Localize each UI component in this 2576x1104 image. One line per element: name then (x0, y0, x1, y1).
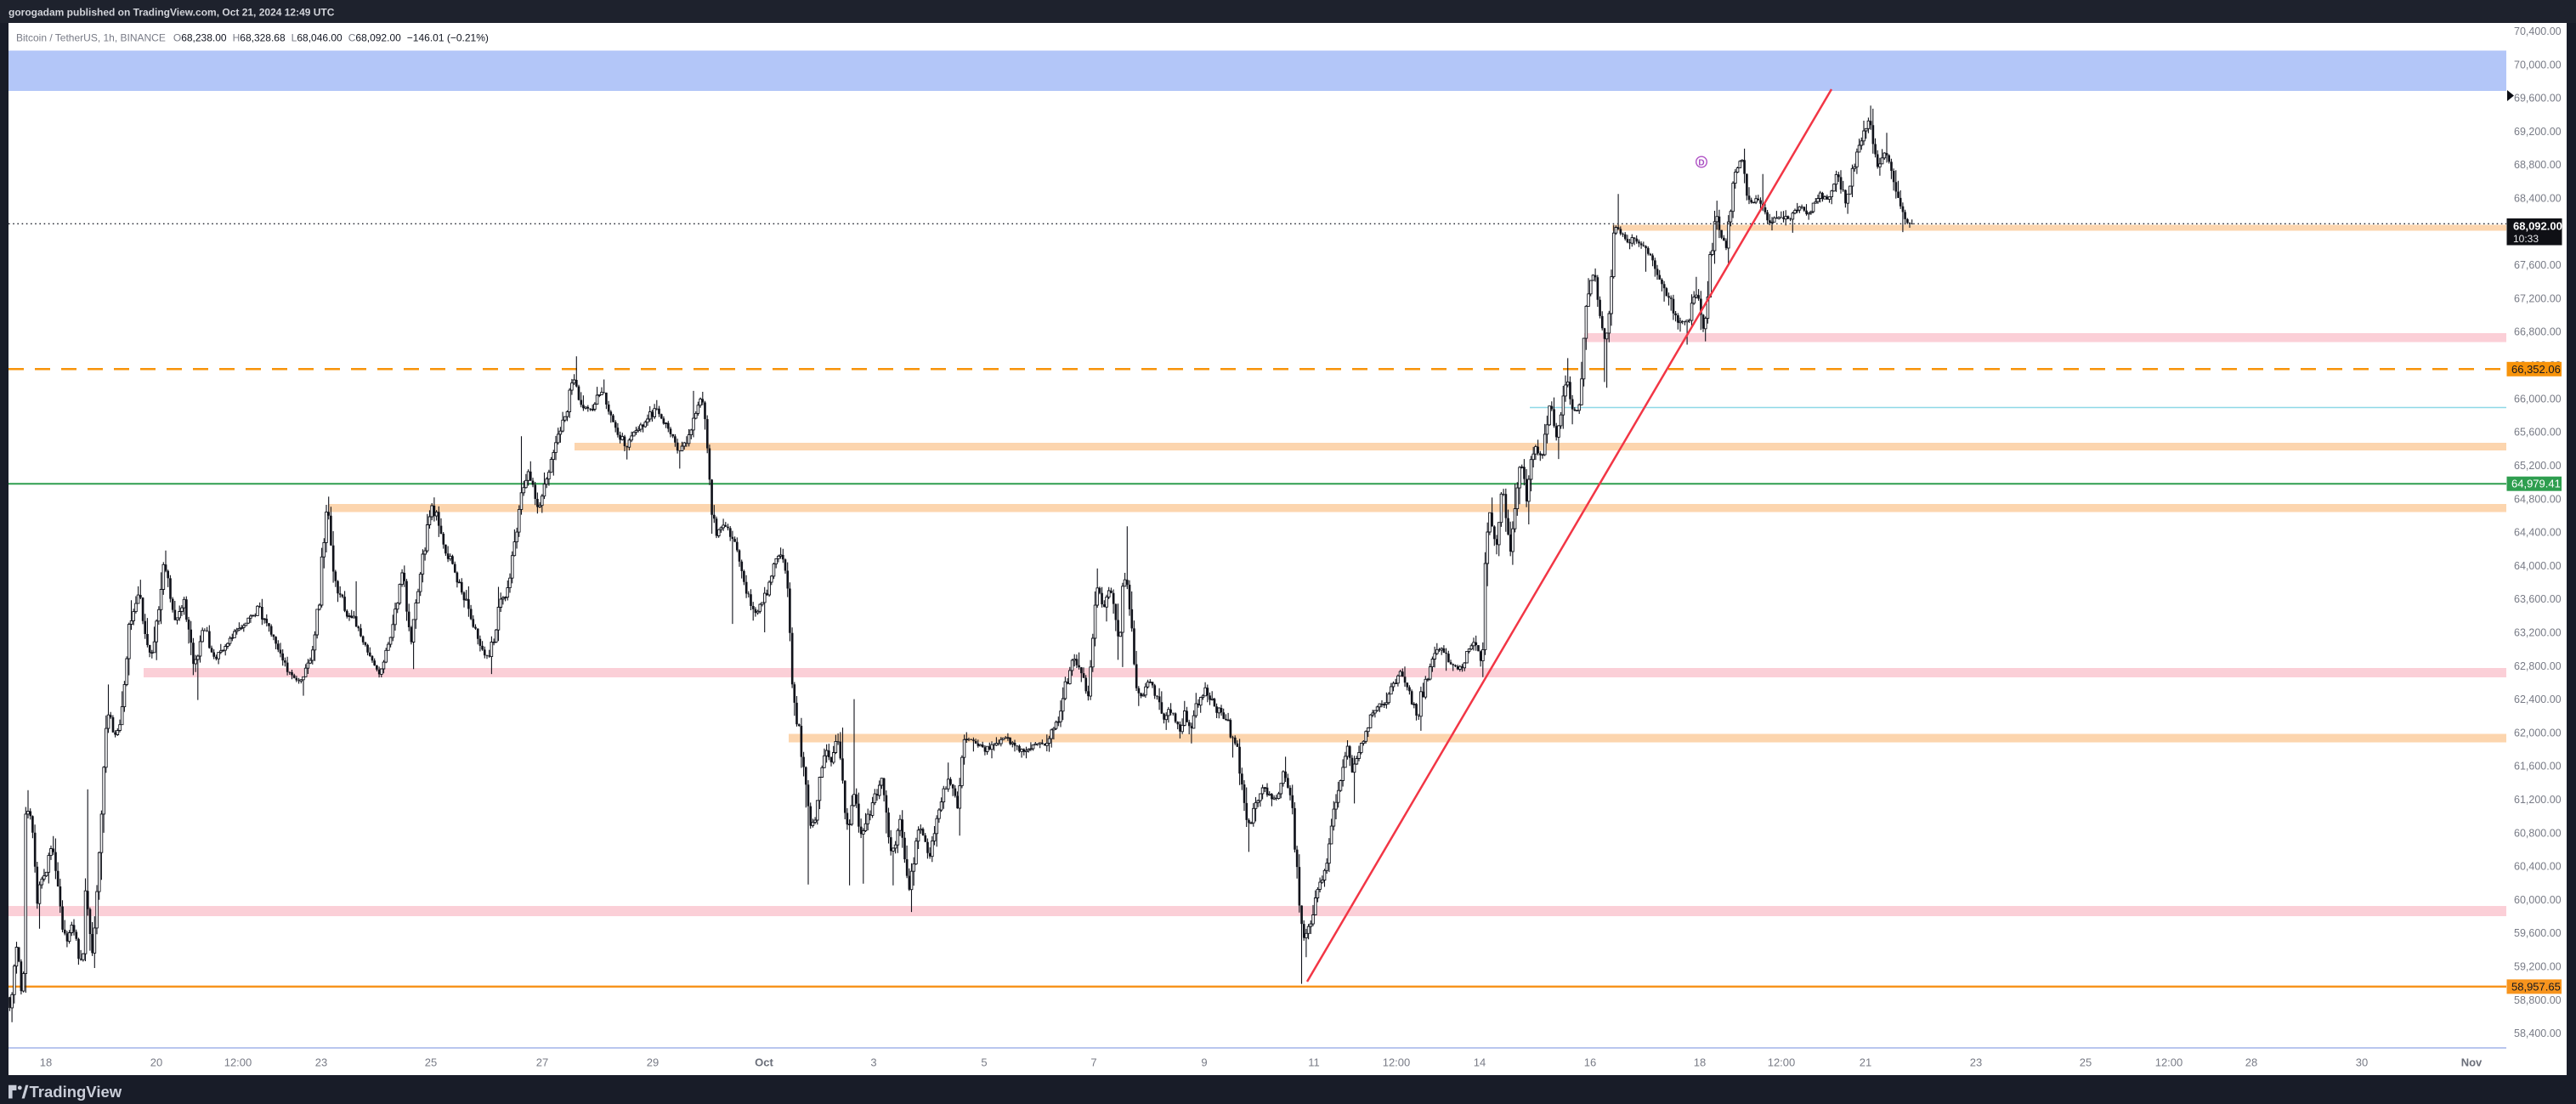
svg-text:Bitcoin / TetherUS, 1h, BINANC: Bitcoin / TetherUS, 1h, BINANCE O68,238.0… (16, 32, 489, 44)
svg-text:64,000.00: 64,000.00 (2514, 560, 2562, 572)
svg-text:62,400.00: 62,400.00 (2514, 694, 2562, 705)
svg-text:10:33: 10:33 (2513, 233, 2539, 245)
svg-text:70,000.00: 70,000.00 (2514, 59, 2562, 71)
svg-text:58,400.00: 58,400.00 (2514, 1028, 2562, 1039)
svg-text:64,979.41: 64,979.41 (2511, 478, 2561, 490)
svg-text:60,000.00: 60,000.00 (2514, 894, 2562, 906)
svg-text:3: 3 (870, 1056, 876, 1069)
svg-text:66,000.00: 66,000.00 (2514, 393, 2562, 405)
svg-text:25: 25 (2080, 1056, 2092, 1069)
svg-text:61,200.00: 61,200.00 (2514, 794, 2562, 806)
svg-text:16: 16 (1584, 1056, 1596, 1069)
svg-text:12:00: 12:00 (1768, 1056, 1796, 1069)
svg-text:7: 7 (1090, 1056, 1096, 1069)
svg-text:28: 28 (2245, 1056, 2257, 1069)
svg-text:68,092.00: 68,092.00 (2513, 220, 2562, 233)
svg-text:12:00: 12:00 (224, 1056, 252, 1069)
svg-text:64,400.00: 64,400.00 (2514, 527, 2562, 539)
svg-text:21: 21 (1860, 1056, 1871, 1069)
svg-text:68,800.00: 68,800.00 (2514, 159, 2562, 171)
svg-text:60,800.00: 60,800.00 (2514, 827, 2562, 839)
svg-text:gorogadam published on Trading: gorogadam published on TradingView.com, … (8, 7, 335, 19)
svg-text:12:00: 12:00 (2155, 1056, 2183, 1069)
svg-text:69,600.00: 69,600.00 (2514, 93, 2562, 105)
svg-text:66,352.06: 66,352.06 (2511, 363, 2561, 376)
svg-text:60,400.00: 60,400.00 (2514, 861, 2562, 873)
svg-text:18: 18 (40, 1056, 52, 1069)
svg-text:61,600.00: 61,600.00 (2514, 761, 2562, 773)
svg-text:20: 20 (150, 1056, 162, 1069)
svg-text:9: 9 (1201, 1056, 1207, 1069)
svg-text:63,600.00: 63,600.00 (2514, 593, 2562, 605)
svg-text:70,400.00: 70,400.00 (2514, 25, 2562, 37)
svg-text:69,200.00: 69,200.00 (2514, 126, 2562, 138)
svg-text:66,800.00: 66,800.00 (2514, 326, 2562, 338)
svg-text:64,800.00: 64,800.00 (2514, 493, 2562, 505)
svg-text:67,600.00: 67,600.00 (2514, 259, 2562, 271)
svg-text:D: D (1698, 158, 1704, 167)
svg-text:14: 14 (1474, 1056, 1486, 1069)
svg-text:65,200.00: 65,200.00 (2514, 460, 2562, 472)
svg-text:59,600.00: 59,600.00 (2514, 927, 2562, 939)
svg-text:TradingView: TradingView (30, 1083, 122, 1101)
svg-text:23: 23 (315, 1056, 327, 1069)
svg-text:67,200.00: 67,200.00 (2514, 292, 2562, 304)
svg-text:62,800.00: 62,800.00 (2514, 660, 2562, 672)
svg-text:63,200.00: 63,200.00 (2514, 627, 2562, 639)
svg-text:59,200.00: 59,200.00 (2514, 961, 2562, 973)
svg-text:Oct: Oct (755, 1056, 773, 1069)
svg-text:68,400.00: 68,400.00 (2514, 193, 2562, 205)
svg-text:12:00: 12:00 (1383, 1056, 1411, 1069)
svg-text:Nov: Nov (2461, 1056, 2483, 1069)
svg-text:5: 5 (981, 1056, 987, 1069)
svg-text:11: 11 (1308, 1056, 1320, 1069)
svg-text:25: 25 (425, 1056, 437, 1069)
svg-text:58,800.00: 58,800.00 (2514, 994, 2562, 1006)
svg-text:65,600.00: 65,600.00 (2514, 427, 2562, 439)
svg-text:62,000.00: 62,000.00 (2514, 727, 2562, 739)
svg-text:23: 23 (1970, 1056, 1982, 1069)
svg-text:27: 27 (536, 1056, 548, 1069)
svg-text:29: 29 (647, 1056, 659, 1069)
svg-text:18: 18 (1694, 1056, 1706, 1069)
svg-text:30: 30 (2356, 1056, 2368, 1069)
svg-text:58,957.65: 58,957.65 (2511, 980, 2561, 993)
